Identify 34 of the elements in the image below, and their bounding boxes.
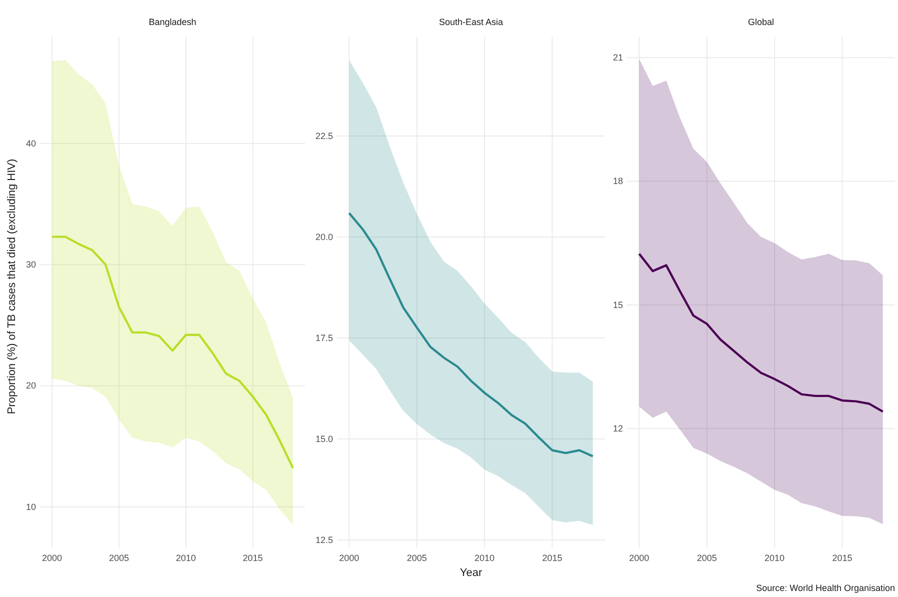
x-tick-label: 2010: [474, 553, 495, 563]
x-tick-label: 2005: [406, 553, 427, 563]
y-axis-title: Proportion (%) of TB cases that died (excluding HIV): [6, 158, 18, 414]
y-tick-label: 21: [612, 52, 623, 63]
y-tick-label: 30: [26, 260, 36, 270]
y-tick-label: 12.5: [315, 534, 333, 545]
y-tick-label: 15.0: [315, 434, 333, 444]
x-tick-label: 2005: [108, 553, 129, 563]
x-tick-label: 2000: [42, 553, 62, 563]
x-axis-title: Year: [460, 567, 482, 579]
x-tick-label: 2010: [764, 553, 785, 563]
x-tick-label: 2010: [176, 553, 196, 563]
y-tick-label: 40: [26, 138, 36, 149]
x-tick-label: 2015: [242, 553, 263, 563]
y-tick-label: 12: [612, 423, 623, 434]
line-series: [50, 236, 294, 470]
x-tick-label: 2000: [629, 553, 650, 563]
y-tick-label: 22.5: [315, 130, 333, 141]
y-tick-label: 17.5: [315, 332, 333, 343]
x-tick-label: 2015: [832, 553, 852, 563]
chart-title: Bangladesh: [148, 17, 196, 27]
x-tick-label: 2005: [696, 553, 717, 563]
source-note: Source: World Health Organisation: [756, 583, 895, 593]
x-tick-label: 2000: [339, 553, 360, 563]
line-series: [638, 252, 884, 413]
y-tick-label: 20.0: [315, 232, 333, 242]
y-tick-label: 20: [26, 380, 36, 391]
y-tick-label: 10: [26, 502, 36, 512]
y-tick-label: 18: [612, 176, 623, 186]
chart-title: Global: [748, 17, 774, 27]
line-series: [348, 212, 594, 458]
chart-title: South-East Asia: [438, 17, 504, 27]
y-tick-label: 15: [612, 300, 623, 310]
x-tick-label: 2015: [542, 553, 562, 563]
